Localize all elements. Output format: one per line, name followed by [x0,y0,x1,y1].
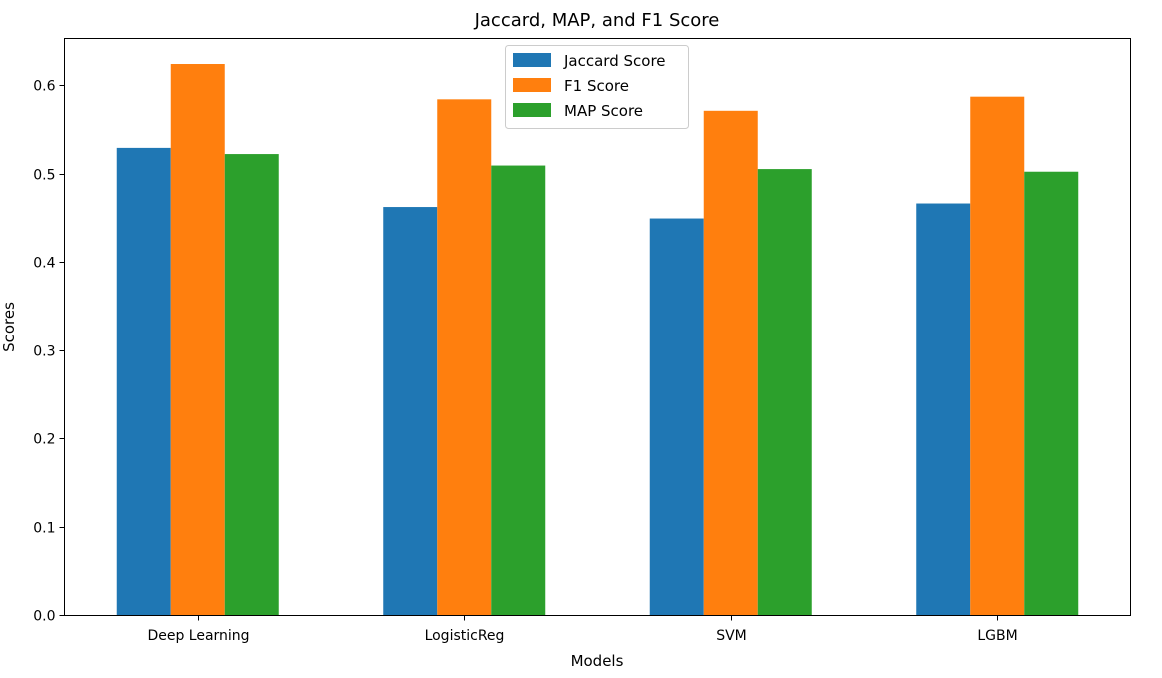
bar-f1-score-deep-learning [170,64,225,616]
bar-map-score-logisticreg [491,165,546,616]
legend-swatch [513,103,551,117]
legend-box [505,45,689,129]
y-tick-label: 0.6 [33,79,55,95]
bars-group [116,64,1079,616]
legend-label: Jaccard Score [563,52,666,70]
plot-frame [64,38,1131,616]
y-tick-label: 0.3 [33,344,55,360]
y-tick-label: 0.1 [33,521,55,537]
x-tick-label: LogisticReg [425,628,505,644]
legend-swatch [513,53,551,67]
chart-title: Jaccard, MAP, and F1 Score [474,10,720,31]
y-tick-label: 0.0 [33,609,55,625]
x-tick-label: Deep Learning [147,628,249,644]
bar-jaccard-score-lgbm [916,203,971,615]
bar-f1-score-lgbm [970,96,1025,615]
x-tick-label: LGBM [977,628,1017,644]
y-tick-label: 0.5 [33,168,55,184]
y-tick-label: 0.4 [33,256,55,272]
y-axis-label: Scores [0,302,18,352]
legend: Jaccard Score F1 Score MAP Score [505,45,689,129]
x-axis-label: Models [571,652,624,670]
bar-f1-score-svm [703,110,758,615]
bar-map-score-svm [757,169,812,615]
bar-jaccard-score-svm [649,218,704,615]
bar-map-score-deep-learning [224,154,279,615]
x-tick-label: SVM [716,628,747,644]
y-axis: 0.0 0.1 0.2 0.3 0.4 0.5 0.6 [33,79,65,625]
legend-swatch [513,78,551,92]
bar-map-score-lgbm [1024,171,1079,615]
legend-label: MAP Score [564,102,643,120]
y-tick-label: 0.2 [33,432,55,448]
x-axis: Deep Learning LogisticReg SVM LGBM [147,615,1018,644]
bar-f1-score-logisticreg [437,99,492,615]
bar-jaccard-score-deep-learning [116,147,171,615]
legend-label: F1 Score [564,77,629,95]
bar-jaccard-score-logisticreg [383,207,438,615]
